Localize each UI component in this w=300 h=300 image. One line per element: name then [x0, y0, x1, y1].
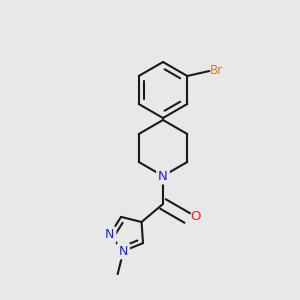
Text: Br: Br	[210, 64, 223, 76]
Text: N: N	[158, 169, 168, 182]
Text: N: N	[105, 228, 115, 241]
Text: N: N	[119, 244, 128, 257]
Text: O: O	[190, 209, 200, 223]
